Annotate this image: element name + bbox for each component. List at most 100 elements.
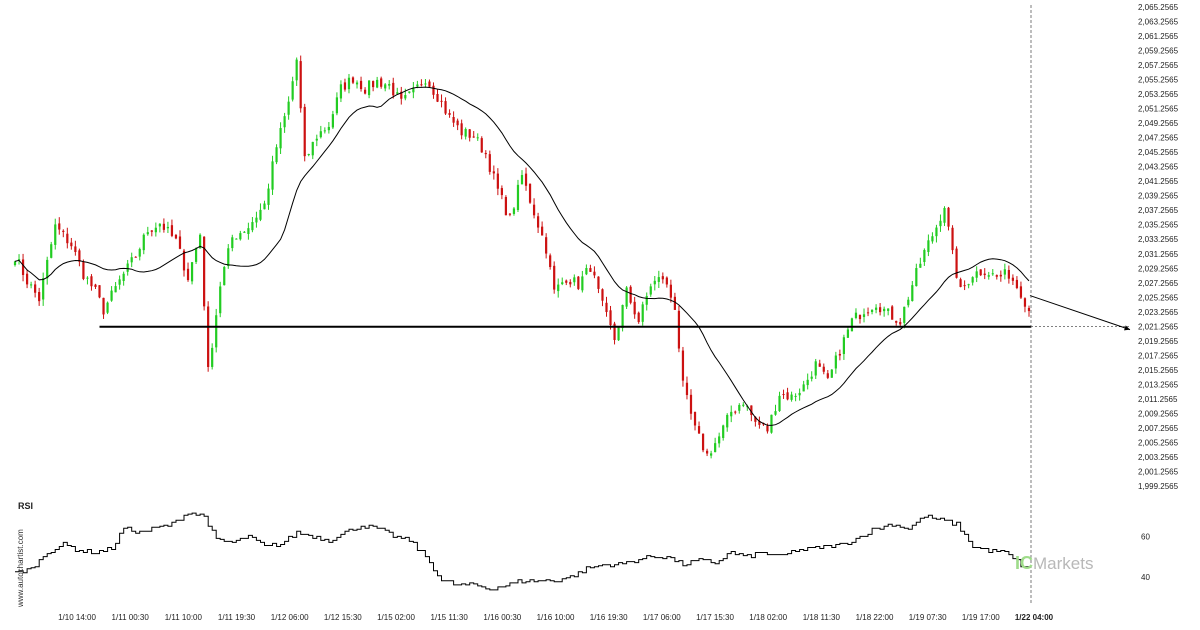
rsi-panel: RSI 60 40: [15, 501, 1150, 591]
candle: [464, 127, 467, 140]
candle: [573, 274, 576, 286]
candle: [814, 358, 817, 380]
price-tick-label: 2,041.2565: [1138, 177, 1179, 186]
candle: [388, 80, 391, 90]
candle: [58, 217, 61, 235]
candle: [190, 261, 194, 285]
candle: [915, 263, 918, 287]
candle: [927, 234, 930, 257]
candle: [532, 198, 536, 219]
price-tick-label: 2,033.2565: [1138, 235, 1179, 244]
candle: [722, 424, 725, 441]
price-tick-label: 2,051.2565: [1138, 105, 1179, 114]
candle: [693, 411, 697, 431]
price-tick-label: 2,031.2565: [1138, 250, 1179, 259]
candle: [585, 264, 588, 276]
candle: [476, 133, 479, 141]
candle: [271, 155, 274, 195]
candle: [718, 432, 721, 448]
candle: [512, 206, 516, 216]
candle: [110, 286, 113, 302]
candle: [215, 308, 218, 353]
candle: [895, 320, 898, 326]
price-tick-label: 2,001.2565: [1138, 467, 1179, 476]
candle: [299, 55, 302, 113]
candle: [134, 256, 137, 258]
candle: [947, 206, 950, 231]
candle: [162, 218, 165, 233]
candle: [327, 122, 330, 134]
candle: [178, 230, 182, 250]
candle: [629, 285, 632, 305]
candle: [806, 373, 809, 390]
candle: [943, 206, 946, 227]
candle: [295, 57, 298, 86]
candle: [697, 421, 701, 434]
candle: [553, 261, 556, 294]
watermark-site: www.autochartist.com: [16, 529, 25, 608]
candle: [1007, 265, 1010, 284]
price-tick-label: 1,999.2565: [1138, 482, 1179, 491]
candle: [778, 391, 781, 412]
candle: [637, 311, 640, 324]
candle: [21, 253, 25, 282]
candle: [613, 321, 616, 345]
projection-arrowhead: [1124, 325, 1130, 331]
candle: [90, 274, 93, 291]
candle: [408, 91, 411, 94]
time-tick-label: 1/22 04:00: [1015, 613, 1054, 622]
candle: [78, 248, 81, 267]
candle: [705, 448, 709, 457]
price-tick-label: 2,009.2565: [1138, 409, 1179, 418]
price-tick-label: 2,005.2565: [1138, 438, 1179, 447]
candle: [577, 275, 580, 291]
candle: [734, 410, 737, 415]
time-tick-label: 1/17 15:30: [696, 613, 734, 622]
candle: [907, 296, 910, 308]
candle: [726, 413, 729, 432]
candle: [874, 304, 878, 314]
candle: [866, 307, 870, 317]
price-tick-label: 2,025.2565: [1138, 293, 1179, 302]
candle: [82, 259, 85, 281]
candle: [98, 285, 101, 299]
candle: [661, 272, 664, 284]
candle: [524, 167, 528, 191]
price-tick-label: 2,007.2565: [1138, 424, 1179, 433]
candle: [150, 230, 153, 237]
candle: [114, 281, 117, 293]
candle: [38, 287, 41, 306]
candle: [456, 118, 459, 131]
candle: [975, 266, 978, 283]
candle: [94, 283, 97, 290]
projection-arrow: [1029, 295, 1131, 331]
candle: [1003, 263, 1006, 280]
candle: [774, 404, 777, 416]
candle: [335, 92, 339, 116]
candle: [400, 86, 403, 105]
price-tick-label: 2,017.2565: [1138, 351, 1179, 360]
candle: [794, 393, 797, 402]
price-tick-label: 2,035.2565: [1138, 221, 1179, 230]
time-tick-label: 1/12 06:00: [271, 613, 309, 622]
candle: [25, 269, 29, 289]
candle: [174, 233, 178, 240]
candle: [158, 223, 161, 233]
candle: [903, 306, 906, 329]
candle: [396, 87, 399, 95]
candle: [283, 112, 286, 133]
candle: [597, 276, 600, 294]
price-tick-label: 2,019.2565: [1138, 337, 1179, 346]
candle: [303, 103, 306, 162]
time-tick-label: 1/16 00:30: [483, 613, 521, 622]
time-tick-label: 1/11 10:00: [165, 613, 203, 622]
candle: [569, 279, 572, 288]
brand-logo: ICMarkets: [1015, 553, 1093, 573]
candle: [13, 260, 17, 267]
candle: [307, 153, 310, 157]
candle: [790, 391, 793, 402]
candle: [516, 179, 520, 213]
candle: [834, 351, 837, 374]
price-tick-label: 2,039.2565: [1138, 192, 1179, 201]
